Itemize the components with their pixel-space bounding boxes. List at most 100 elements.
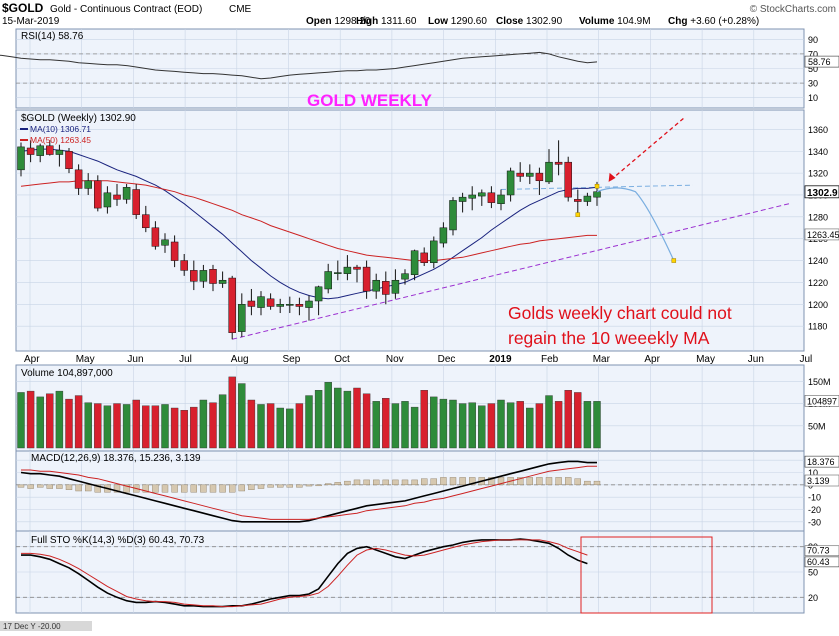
macd-histogram-bar	[248, 484, 255, 490]
macd-histogram-bar	[517, 477, 524, 486]
x-tick-label: Jul	[179, 354, 192, 365]
candle-down	[535, 172, 544, 182]
x-tick-label: Jun	[748, 354, 764, 365]
panel-rsi: 10 30 50 70 90 RSI(14) 58.76 58.76	[0, 28, 839, 109]
ma10-label: MA(10) 1306.71	[30, 124, 91, 134]
y-tick-label: 1280	[808, 212, 828, 222]
x-tick-label: Aug	[231, 354, 249, 365]
candle-up	[458, 196, 467, 202]
volume-bar	[382, 398, 390, 449]
ma50-label: MA(50) 1263.45	[30, 135, 91, 145]
candle-up	[17, 146, 25, 171]
x-tick-label: Jun	[127, 354, 143, 365]
candle-up	[103, 192, 112, 208]
macd-histogram-bar	[526, 477, 533, 486]
x-tick-label: Feb	[541, 354, 559, 365]
x-tick-label: May	[696, 354, 715, 365]
footer-range-label: 17 Dec Y -20.00	[3, 622, 61, 631]
volume-bar	[36, 396, 44, 449]
volume-value-box	[804, 395, 839, 407]
volume-bar	[449, 399, 457, 449]
candle-up	[497, 194, 505, 204]
panel-price: 1180120012201240126012801300132013401360…	[15, 109, 839, 352]
macd-histogram-bar	[277, 484, 284, 488]
candle-up	[545, 161, 553, 183]
candle-down	[46, 145, 54, 155]
candle-up	[36, 145, 44, 156]
y-tick-label: 1340	[808, 147, 828, 157]
volume-bar	[458, 403, 467, 449]
macd-histogram-bar	[65, 484, 73, 490]
candle-down	[170, 241, 179, 261]
macd-histogram-bar	[344, 480, 351, 486]
candle-down	[353, 266, 361, 270]
macd-histogram-bar	[363, 479, 370, 486]
candle-up	[372, 279, 380, 292]
y-tick-label: 10	[808, 468, 818, 478]
x-tick-label: Jul	[800, 354, 813, 365]
volume-bar	[190, 406, 198, 449]
candle-down	[516, 172, 524, 177]
y-tick-label: 50	[808, 64, 818, 74]
y-tick-label: -30	[808, 517, 821, 527]
candle-down	[487, 192, 496, 203]
macd-histogram-bar	[238, 484, 246, 492]
candle-up	[84, 180, 92, 189]
ohlc-label: Volume	[579, 16, 615, 27]
candle-up	[593, 191, 601, 198]
volume-bar	[583, 401, 592, 449]
symbol-title: $GOLD	[2, 1, 44, 15]
volume-bar	[161, 404, 169, 449]
candle-up	[161, 239, 169, 246]
volume-bar	[151, 405, 160, 449]
rsi-label: RSI(14) 58.76	[21, 31, 84, 42]
macd-value-label: 18.376	[807, 457, 835, 467]
x-tick-label: Mar	[593, 354, 611, 365]
volume-bar	[430, 396, 438, 449]
candle-up	[506, 170, 515, 196]
volume-bar	[545, 395, 553, 449]
volume-label: Volume 104,897,000	[21, 368, 113, 379]
macd-histogram-bar	[449, 477, 457, 486]
candle-up	[238, 304, 246, 332]
ohlc-value: 1302.90	[523, 16, 562, 27]
copyright: © StockCharts.com	[750, 4, 836, 15]
y-tick-label: -10	[808, 493, 821, 503]
candle-down	[362, 266, 371, 292]
macd-histogram-bar	[296, 484, 303, 488]
candle-down	[26, 147, 35, 155]
macd-histogram-bar	[459, 477, 466, 486]
candle-up	[449, 200, 457, 231]
volume-bar	[526, 407, 534, 449]
volume-bar	[257, 404, 265, 449]
ohlc-label: High	[356, 16, 378, 27]
candle-up	[286, 304, 294, 306]
macd-histogram-bar	[17, 484, 25, 488]
volume-bar	[410, 406, 419, 449]
macd-histogram-bar	[190, 484, 198, 493]
candle-up	[430, 240, 438, 263]
rsi-value-box	[804, 55, 839, 68]
y-tick-label: 1360	[808, 125, 828, 135]
x-tick-label: Dec	[438, 354, 456, 365]
sto-k-value-box	[804, 556, 839, 568]
macd-histogram-bar	[27, 484, 34, 489]
candle-up	[324, 271, 332, 290]
y-tick-label: -20	[808, 505, 821, 515]
volume-bar	[516, 401, 524, 449]
volume-bar	[228, 376, 236, 449]
volume-bar	[391, 403, 400, 449]
macd-histogram-bar	[56, 484, 63, 489]
candle-down	[142, 214, 150, 229]
macd-histogram-bar	[228, 484, 236, 493]
annotation-line-2: regain the 10 weeekly MA	[508, 328, 710, 348]
volume-bar	[218, 394, 227, 449]
y-tick-label: 50	[808, 568, 818, 578]
candle-up	[401, 273, 409, 280]
exchange-label: CME	[229, 4, 252, 15]
y-tick-label: 1180	[808, 322, 827, 332]
volume-bar	[314, 390, 323, 449]
macd-histogram-bar	[305, 484, 313, 487]
